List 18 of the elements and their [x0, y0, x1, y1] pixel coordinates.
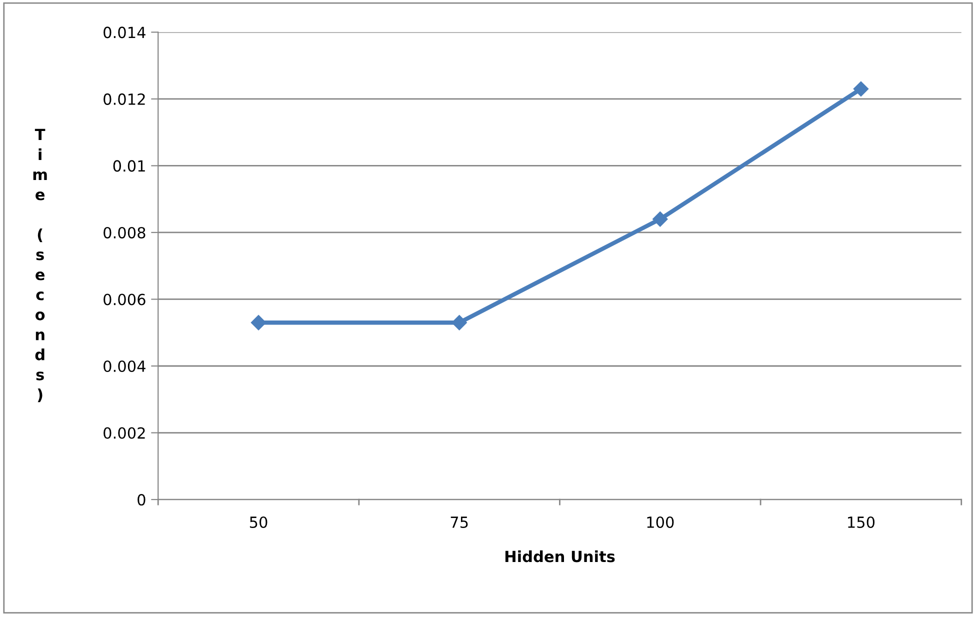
point [652, 212, 668, 227]
y-tick-label: 0.004 [104, 360, 146, 372]
y-tick-label: 0 [138, 494, 146, 506]
y-tick-label: 0.01 [113, 160, 145, 172]
y-tick-label: 0.002 [104, 427, 145, 439]
point [452, 315, 467, 330]
y-tick-label: 0.006 [104, 294, 146, 306]
y-tick-label: 0.008 [104, 226, 146, 238]
x-tick-label: 50 [250, 516, 268, 528]
x-tick-label: 150 [848, 516, 875, 528]
x-axis-title: Hidden Units [505, 550, 615, 562]
text: Time (seconds) [33, 128, 47, 402]
point [853, 81, 869, 97]
point [250, 315, 266, 330]
x-tick-label: 100 [647, 516, 674, 528]
y-tick-label: 0.014 [104, 26, 146, 38]
y-tick-label: 0.012 [104, 93, 145, 105]
x-tick-label: 75 [450, 516, 468, 528]
